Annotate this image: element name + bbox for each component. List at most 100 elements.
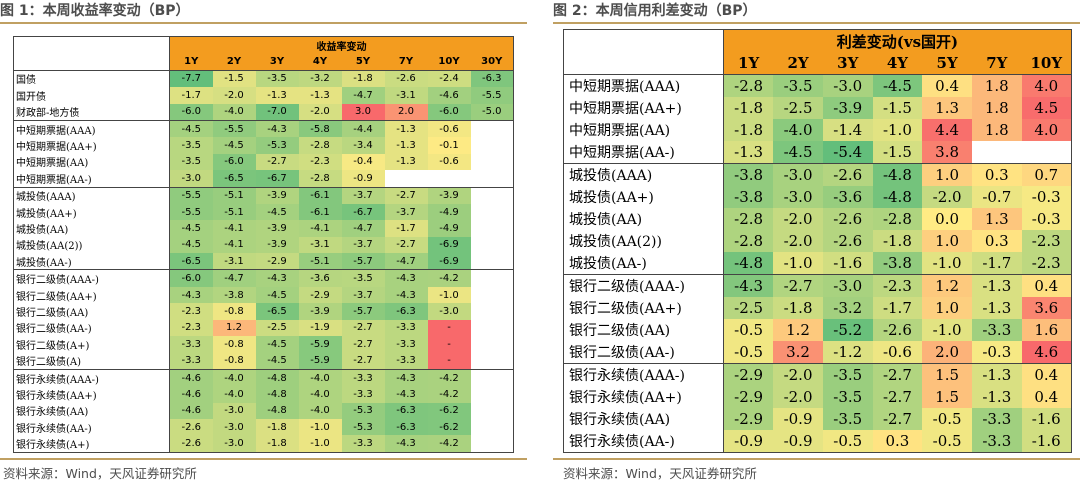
- yield-row-label: 城投债(AA+): [13, 203, 170, 221]
- yield-value-cell: -: [427, 352, 471, 370]
- spread-value-cell: -3.0: [773, 163, 823, 186]
- spread-row-label: 银行二级债(AA-): [563, 341, 724, 364]
- yield-value-cell: -2.3: [169, 303, 213, 320]
- yield-value-cell: -6.0: [427, 103, 471, 121]
- yield-value-cell: [471, 220, 514, 236]
- spread-value-cell: -2.6: [822, 230, 873, 252]
- yield-value-cell: [471, 386, 514, 402]
- yield-value-cell: -4.5: [169, 220, 213, 237]
- yield-value-cell: -4.0: [212, 386, 256, 403]
- yield-value-cell: [471, 435, 514, 452]
- spread-value-cell: 1.6: [1021, 319, 1072, 341]
- right-figure-title: 图 2：本周信用利差变动（BP）: [553, 3, 757, 19]
- yield-value-cell: -4.4: [341, 119, 385, 138]
- spread-row-label: 中短期票据(AAA): [563, 74, 724, 97]
- spread-value-cell: 0.7: [1021, 163, 1072, 186]
- spread-value-cell: -2.8: [723, 74, 774, 97]
- yield-table-row: 银行二级债(AA+) -4.3 -3.8 -4.5 -2.9 -3.7 -4.3 -1.0: [13, 286, 514, 304]
- yield-value-cell: -4.5: [255, 352, 299, 370]
- yield-row-label: 财政部-地方债: [13, 103, 170, 121]
- right-source: 资料来源：Wind，天风证券研究所: [563, 466, 757, 481]
- spread-value-cell: 1.3: [922, 97, 972, 119]
- yield-table-row: 城投债(AA-) -6.5 -3.1 -2.9 -5.1 -5.7 -4.7 -6.9: [13, 253, 514, 270]
- yield-value-cell: -4.8: [255, 368, 299, 387]
- yield-value-cell: -6.2: [427, 418, 471, 436]
- spread-value-cell: -1.6: [1021, 408, 1072, 430]
- yield-row-label: 国债: [13, 69, 170, 88]
- yield-value-cell: -4.2: [427, 435, 471, 453]
- yield-value-cell: -1.3: [255, 87, 299, 104]
- yield-row-label: 中短期票据(AA-): [13, 170, 170, 188]
- yield-value-cell: 2.0: [384, 103, 428, 121]
- left-source: 资料来源：Wind，天风证券研究所: [3, 466, 197, 481]
- spread-value-cell: -2.8: [872, 208, 923, 230]
- yield-value-cell: [471, 303, 514, 319]
- yield-value-cell: [471, 253, 514, 270]
- yield-value-cell: -3.1: [298, 236, 342, 254]
- spread-value-cell: -0.3: [971, 341, 1022, 364]
- yield-value-cell: [471, 204, 514, 220]
- yield-value-cell: -7.7: [169, 69, 213, 88]
- spread-value-cell: -1.8: [723, 119, 774, 141]
- spread-value-cell: -2.9: [723, 386, 774, 408]
- yield-value-cell: -6.0: [169, 269, 213, 287]
- yield-table-row: 银行永续债(AA-) -2.6 -3.0 -1.8 -1.0 -5.3 -6.3 -6.2: [13, 418, 514, 436]
- yield-value-cell: -5.0: [470, 103, 514, 121]
- spread-value-cell: -1.8: [773, 297, 823, 319]
- spread-value-cell: -4.8: [872, 163, 923, 186]
- yield-row-label: 银行二级债(A): [13, 352, 170, 370]
- spread-row-label: 中短期票据(AA): [563, 119, 724, 141]
- yield-table-row: 城投债(AA(2)) -4.5 -4.1 -3.9 -3.1 -3.7 -2.7 -6.9: [13, 236, 514, 254]
- yield-value-cell: [471, 336, 514, 352]
- spread-value-cell: -5.2: [822, 319, 873, 341]
- yield-value-cell: -1.5: [212, 69, 256, 88]
- yield-value-cell: -6.1: [298, 186, 342, 204]
- spread-value-cell: 0.4: [1021, 386, 1072, 408]
- yield-value-cell: -4.3: [255, 119, 299, 138]
- yield-value-cell: -4.1: [212, 236, 256, 254]
- spread-table-row: 银行永续债(AA+) -2.9 -2.0 -3.5 -2.7 1.5 -1.3 0.4: [563, 386, 1072, 408]
- yield-table-row: 城投债(AA) -4.5 -4.1 -3.9 -4.1 -4.7 -1.7 -4.9: [13, 220, 514, 237]
- yield-value-cell: -3.9: [255, 236, 299, 254]
- spread-value-cell: -3.3: [971, 408, 1022, 430]
- yield-value-cell: -6.9: [427, 253, 471, 270]
- yield-value-cell: 1.2: [212, 319, 256, 337]
- yield-value-cell: 3.0: [341, 103, 385, 121]
- spread-value-cell: 0.4: [922, 74, 972, 97]
- right-source-rule: [553, 458, 1080, 460]
- yield-value-cell: -5.3: [341, 402, 385, 419]
- yield-column-header: 30Y: [470, 53, 514, 71]
- spread-value-cell: -1.0: [922, 252, 972, 275]
- spread-value-cell: 4.6: [1021, 341, 1072, 364]
- yield-value-cell: -2.3: [169, 319, 213, 337]
- spread-value-cell: -3.0: [822, 74, 873, 97]
- yield-column-header: 1Y: [169, 53, 213, 71]
- spread-value-cell: 0.3: [872, 430, 923, 453]
- yield-value-cell: [428, 170, 471, 187]
- yield-value-cell: -2.7: [341, 336, 385, 353]
- yield-table-row: 银行二级债(AAA-) -6.0 -4.7 -4.3 -3.6 -3.5 -4.3 -4.2: [13, 269, 514, 287]
- spread-value-cell: 1.2: [773, 319, 823, 341]
- yield-value-cell: -4.3: [384, 368, 428, 387]
- spread-value-cell: 1.0: [922, 163, 972, 186]
- yield-value-cell: -2.7: [384, 186, 428, 204]
- spread-value-cell: -2.0: [773, 208, 823, 230]
- yield-value-cell: -1.8: [255, 435, 299, 453]
- yield-change-table: 收益率变动 1Y 2Y 3Y 4Y 5Y 7Y 10Y 30Y 国债 -7.7 -1.5 -3.5 -3.…: [13, 36, 514, 453]
- yield-value-cell: -4.3: [384, 386, 428, 403]
- spread-value-cell: 0.3: [971, 230, 1022, 252]
- yield-value-cell: -3.3: [169, 336, 213, 353]
- yield-row-label: 银行永续债(A+): [13, 435, 170, 453]
- spread-table-row: 银行永续债(AA) -2.9 -0.9 -3.5 -2.7 -0.5 -3.3 -1.6: [563, 408, 1072, 430]
- yield-value-cell: -5.7: [341, 253, 385, 270]
- yield-value-cell: -6.7: [341, 203, 385, 221]
- spread-column-header: 1Y: [723, 52, 774, 75]
- spread-table-row: 中短期票据(AA-) -1.3 -4.5 -5.4 -1.5 3.8: [563, 141, 1072, 164]
- yield-value-cell: [471, 287, 514, 303]
- yield-value-cell: -0.8: [212, 303, 256, 320]
- spread-value-cell: -1.3: [971, 274, 1022, 297]
- yield-table-row: 中短期票据(AA) -3.5 -6.0 -2.7 -2.3 -0.4 -1.3 -0.6: [13, 153, 514, 171]
- yield-value-cell: -4.3: [384, 435, 428, 453]
- spread-row-label: 城投债(AAA): [563, 163, 724, 186]
- yield-column-header: 10Y: [427, 53, 471, 71]
